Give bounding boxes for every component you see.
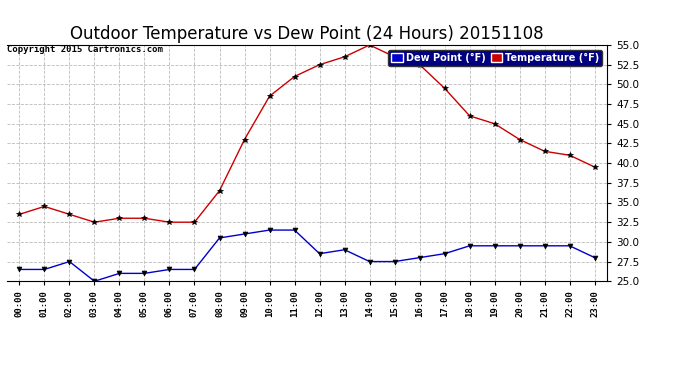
Title: Outdoor Temperature vs Dew Point (24 Hours) 20151108: Outdoor Temperature vs Dew Point (24 Hou… — [70, 26, 544, 44]
Text: Copyright 2015 Cartronics.com: Copyright 2015 Cartronics.com — [7, 45, 163, 54]
Legend: Dew Point (°F), Temperature (°F): Dew Point (°F), Temperature (°F) — [388, 50, 602, 66]
